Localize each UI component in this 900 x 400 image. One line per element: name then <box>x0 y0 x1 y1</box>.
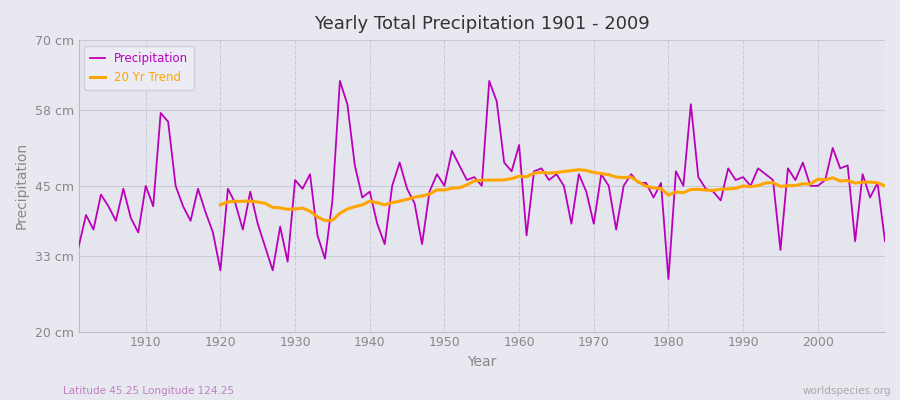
20 Yr Trend <box>573 167 584 172</box>
Precipitation <box>611 227 622 232</box>
20 Yr Trend <box>879 184 890 188</box>
Legend: Precipitation, 20 Yr Trend: Precipitation, 20 Yr Trend <box>85 46 194 90</box>
X-axis label: Year: Year <box>467 355 497 369</box>
Y-axis label: Precipitation: Precipitation <box>15 142 29 230</box>
20 Yr Trend <box>304 209 315 214</box>
Line: Precipitation: Precipitation <box>78 81 885 279</box>
Precipitation <box>521 233 532 238</box>
Precipitation <box>349 163 360 168</box>
Precipitation <box>335 78 346 83</box>
Text: worldspecies.org: worldspecies.org <box>803 386 891 396</box>
20 Yr Trend <box>797 182 808 186</box>
Line: 20 Yr Trend: 20 Yr Trend <box>220 170 885 220</box>
20 Yr Trend <box>424 192 435 196</box>
Title: Yearly Total Precipitation 1901 - 2009: Yearly Total Precipitation 1901 - 2009 <box>314 15 650 33</box>
Precipitation <box>297 186 308 191</box>
Precipitation <box>879 239 890 244</box>
Precipitation <box>514 143 525 148</box>
20 Yr Trend <box>320 218 330 223</box>
Precipitation <box>73 245 84 250</box>
Text: Latitude 45.25 Longitude 124.25: Latitude 45.25 Longitude 124.25 <box>63 386 234 396</box>
20 Yr Trend <box>865 180 876 184</box>
Precipitation <box>133 230 144 235</box>
20 Yr Trend <box>782 183 793 188</box>
Precipitation <box>663 277 674 282</box>
20 Yr Trend <box>693 187 704 192</box>
20 Yr Trend <box>215 202 226 207</box>
